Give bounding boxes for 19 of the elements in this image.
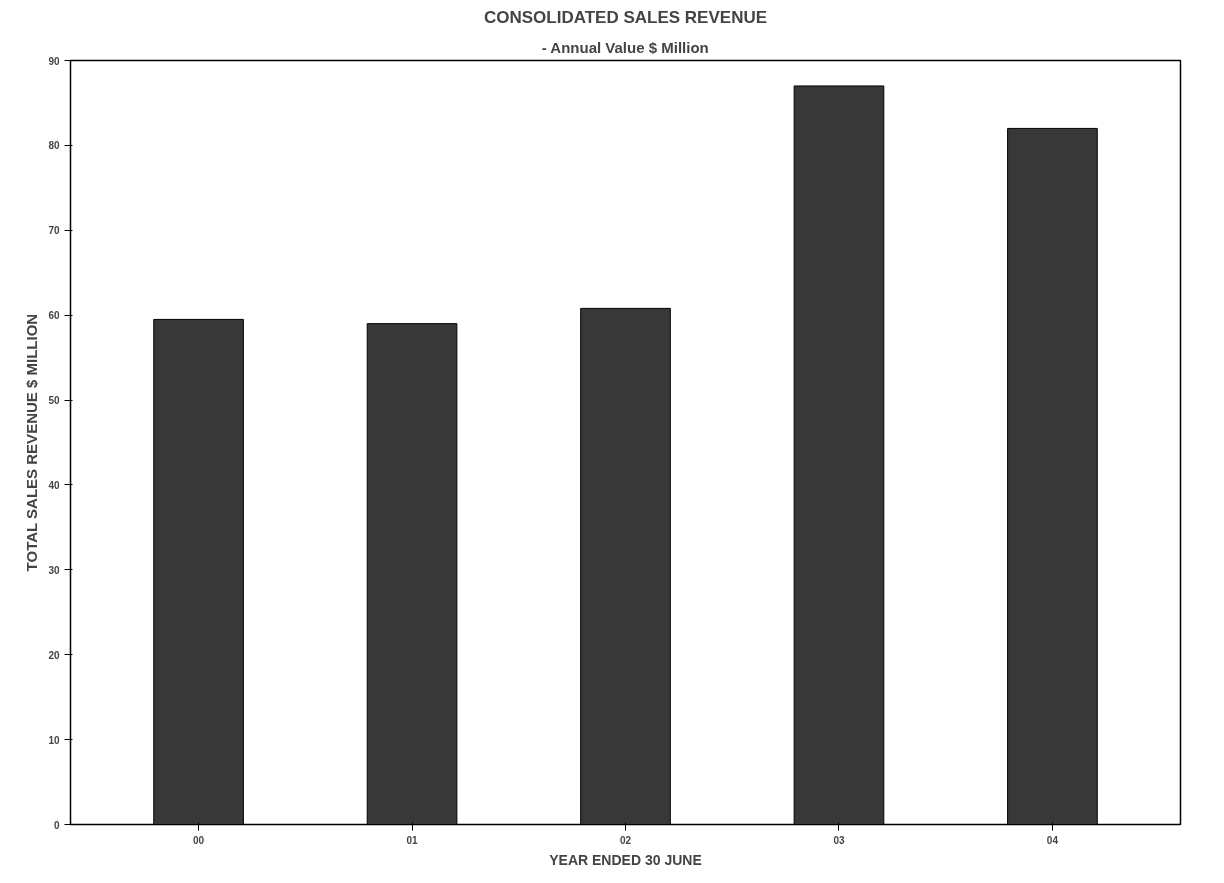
x-tick-label: 00: [193, 834, 205, 846]
y-tick-label: 0: [53, 819, 60, 831]
y-tick-label: 10: [48, 734, 60, 746]
y-tick-label: 50: [48, 395, 60, 407]
y-tick-label: 80: [48, 140, 60, 152]
y-tick-label: 20: [48, 649, 60, 661]
x-tick-label: 03: [833, 834, 845, 846]
y-axis-title: TOTAL SALES REVENUE $ MILLION: [23, 313, 41, 572]
x-tick-label: 04: [1046, 834, 1059, 846]
y-tick-label: 70: [48, 225, 60, 237]
y-tick-label: 30: [48, 564, 60, 576]
chart-subtitle: - Annual Value $ Million: [541, 38, 709, 56]
y-tick-label: 40: [48, 479, 60, 491]
chart-title: CONSOLIDATED SALES REVENUE: [483, 7, 768, 27]
y-tick-label: 60: [48, 310, 60, 322]
x-tick-label: 01: [406, 834, 419, 846]
x-tick-label: 02: [619, 834, 632, 846]
x-axis-title: YEAR ENDED 30 JUNE: [549, 851, 702, 868]
y-tick-label: 90: [48, 55, 60, 67]
